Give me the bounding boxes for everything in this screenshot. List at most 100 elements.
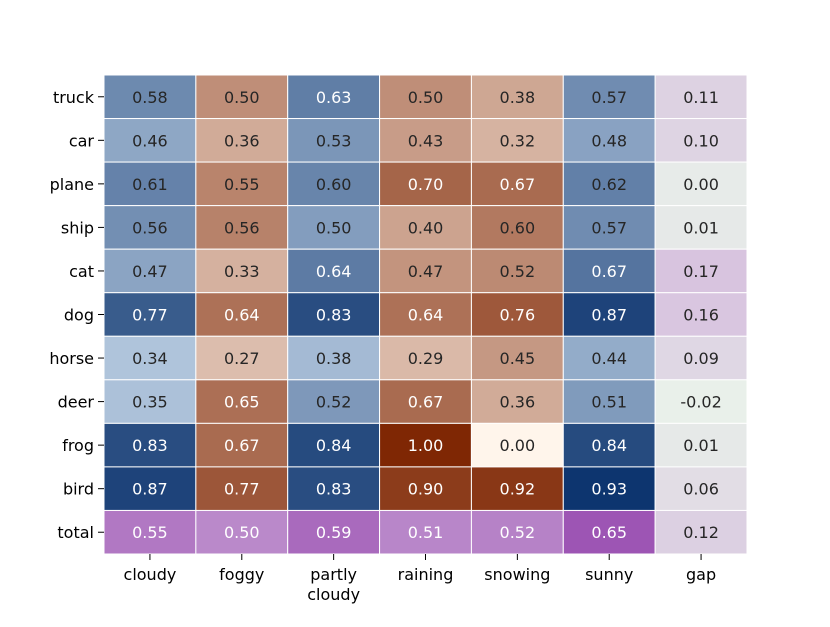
cell-value-plane-foggy: 0.55 — [224, 175, 260, 194]
cell-value-total-cloudy: 0.55 — [132, 523, 168, 542]
heatmap-value-labels: 0.58 0.50 0.63 0.50 0.38 0.57 0.11 0.46 0.36 0.53… — [132, 88, 722, 542]
heatmap-cell-deer-snowing — [470, 379, 564, 424]
row-label-frog: frog — [62, 436, 94, 455]
heatmap-cell-car-partly-cloudy — [287, 118, 381, 163]
heatmap-cell-truck-cloudy — [103, 74, 197, 120]
heatmap-cell-ship-sunny — [562, 205, 656, 250]
heatmap-cell-horse-raining — [379, 335, 472, 381]
heatmap-cell-deer-cloudy — [103, 379, 197, 424]
heatmap-cell-bird-raining — [379, 466, 472, 511]
cell-value-frog-sunny: 0.84 — [591, 436, 627, 455]
row-axis: truck car plane ship cat dog horse deer frog bird… — [49, 88, 104, 542]
cell-value-frog-cloudy: 0.83 — [132, 436, 168, 455]
cell-value-bird-snowing: 0.92 — [500, 480, 536, 499]
cell-value-deer-cloudy: 0.35 — [132, 393, 168, 412]
cell-value-car-sunny: 0.48 — [591, 131, 627, 150]
cell-value-ship-snowing: 0.60 — [500, 218, 536, 237]
heatmap-cell-dog-cloudy — [103, 292, 197, 337]
heatmap-cell-dog-snowing — [470, 292, 564, 337]
heatmap-cell-total-gap — [654, 509, 748, 555]
heatmap-cell-bird-gap — [654, 466, 748, 511]
heatmap-cell-bird-sunny — [562, 466, 656, 511]
heatmap-cell-frog-partly-cloudy — [287, 422, 381, 468]
cell-value-frog-gap: 0.01 — [683, 436, 719, 455]
cell-value-plane-sunny: 0.62 — [591, 175, 627, 194]
cell-value-car-partly-cloudy: 0.53 — [316, 131, 352, 150]
cell-value-total-snowing: 0.52 — [500, 523, 536, 542]
column-label-snowing: snowing — [484, 565, 550, 584]
heatmap-cell-ship-raining — [379, 205, 472, 250]
cell-value-bird-sunny: 0.93 — [591, 480, 627, 499]
cell-value-cat-raining: 0.47 — [408, 262, 444, 281]
cell-value-car-foggy: 0.36 — [224, 131, 260, 150]
cell-value-truck-foggy: 0.50 — [224, 88, 260, 107]
cell-value-car-gap: 0.10 — [683, 131, 719, 150]
column-label-sunny: sunny — [585, 565, 633, 584]
heatmap-cell-horse-sunny — [562, 335, 656, 381]
row-label-bird: bird — [63, 480, 94, 499]
cell-value-ship-sunny: 0.57 — [591, 218, 627, 237]
heatmap-cell-plane-foggy — [195, 161, 289, 207]
heatmap-cells — [103, 74, 748, 555]
cell-value-total-sunny: 0.65 — [591, 523, 627, 542]
heatmap-cell-bird-partly-cloudy — [287, 466, 381, 511]
cell-value-ship-foggy: 0.56 — [224, 218, 260, 237]
cell-value-dog-raining: 0.64 — [408, 306, 444, 325]
row-label-cat: cat — [69, 262, 94, 281]
heatmap-cell-dog-gap — [654, 292, 748, 337]
heatmap-cell-total-sunny — [562, 509, 656, 555]
heatmap-cell-deer-raining — [379, 379, 472, 424]
cell-value-cat-sunny: 0.67 — [591, 262, 627, 281]
cell-value-deer-partly-cloudy: 0.52 — [316, 393, 352, 412]
heatmap-cell-car-snowing — [470, 118, 564, 163]
heatmap-cell-bird-snowing — [470, 466, 564, 511]
cell-value-cat-gap: 0.17 — [683, 262, 719, 281]
cell-value-dog-foggy: 0.64 — [224, 306, 260, 325]
heatmap-cell-horse-gap — [654, 335, 748, 381]
cell-value-cat-cloudy: 0.47 — [132, 262, 168, 281]
cell-value-truck-cloudy: 0.58 — [132, 88, 168, 107]
heatmap-cell-plane-sunny — [562, 161, 656, 207]
heatmap-cell-total-partly-cloudy — [287, 509, 381, 555]
cell-value-total-partly-cloudy: 0.59 — [316, 523, 352, 542]
cell-value-horse-snowing: 0.45 — [500, 349, 536, 368]
cell-value-plane-partly-cloudy: 0.60 — [316, 175, 352, 194]
heatmap-cell-horse-snowing — [470, 335, 564, 381]
cell-value-car-snowing: 0.32 — [500, 131, 536, 150]
cell-value-deer-sunny: 0.51 — [591, 393, 627, 412]
cell-value-plane-snowing: 0.67 — [500, 175, 536, 194]
heatmap-cell-cat-cloudy — [103, 248, 197, 294]
cell-value-car-raining: 0.43 — [408, 131, 444, 150]
cell-value-frog-partly-cloudy: 0.84 — [316, 436, 352, 455]
cell-value-dog-partly-cloudy: 0.83 — [316, 306, 352, 325]
cell-value-truck-raining: 0.50 — [408, 88, 444, 107]
cell-value-cat-partly-cloudy: 0.64 — [316, 262, 352, 281]
row-label-total: total — [57, 523, 94, 542]
cell-value-frog-raining: 1.00 — [408, 436, 444, 455]
cell-value-total-foggy: 0.50 — [224, 523, 260, 542]
row-label-horse: horse — [49, 349, 94, 368]
cell-value-ship-partly-cloudy: 0.50 — [316, 218, 352, 237]
heatmap-cell-horse-partly-cloudy — [287, 335, 381, 381]
heatmap-cell-cat-partly-cloudy — [287, 248, 381, 294]
heatmap-cell-plane-raining — [379, 161, 472, 207]
cell-value-truck-sunny: 0.57 — [591, 88, 627, 107]
cell-value-ship-cloudy: 0.56 — [132, 218, 168, 237]
cell-value-dog-sunny: 0.87 — [591, 306, 627, 325]
cell-value-truck-partly-cloudy: 0.63 — [316, 88, 352, 107]
heatmap-cell-ship-cloudy — [103, 205, 197, 250]
heatmap-cell-plane-partly-cloudy — [287, 161, 381, 207]
heatmap-cell-total-foggy — [195, 509, 289, 555]
row-label-deer: deer — [58, 393, 95, 412]
cell-value-dog-gap: 0.16 — [683, 306, 719, 325]
heatmap-cell-truck-foggy — [195, 74, 289, 120]
cell-value-car-cloudy: 0.46 — [132, 131, 168, 150]
cell-value-plane-cloudy: 0.61 — [132, 175, 168, 194]
row-label-ship: ship — [61, 218, 94, 237]
heatmap-cell-deer-sunny — [562, 379, 656, 424]
cell-value-total-gap: 0.12 — [683, 523, 719, 542]
heatmap-cell-dog-raining — [379, 292, 472, 337]
cell-value-horse-partly-cloudy: 0.38 — [316, 349, 352, 368]
heatmap-cell-total-raining — [379, 509, 472, 555]
